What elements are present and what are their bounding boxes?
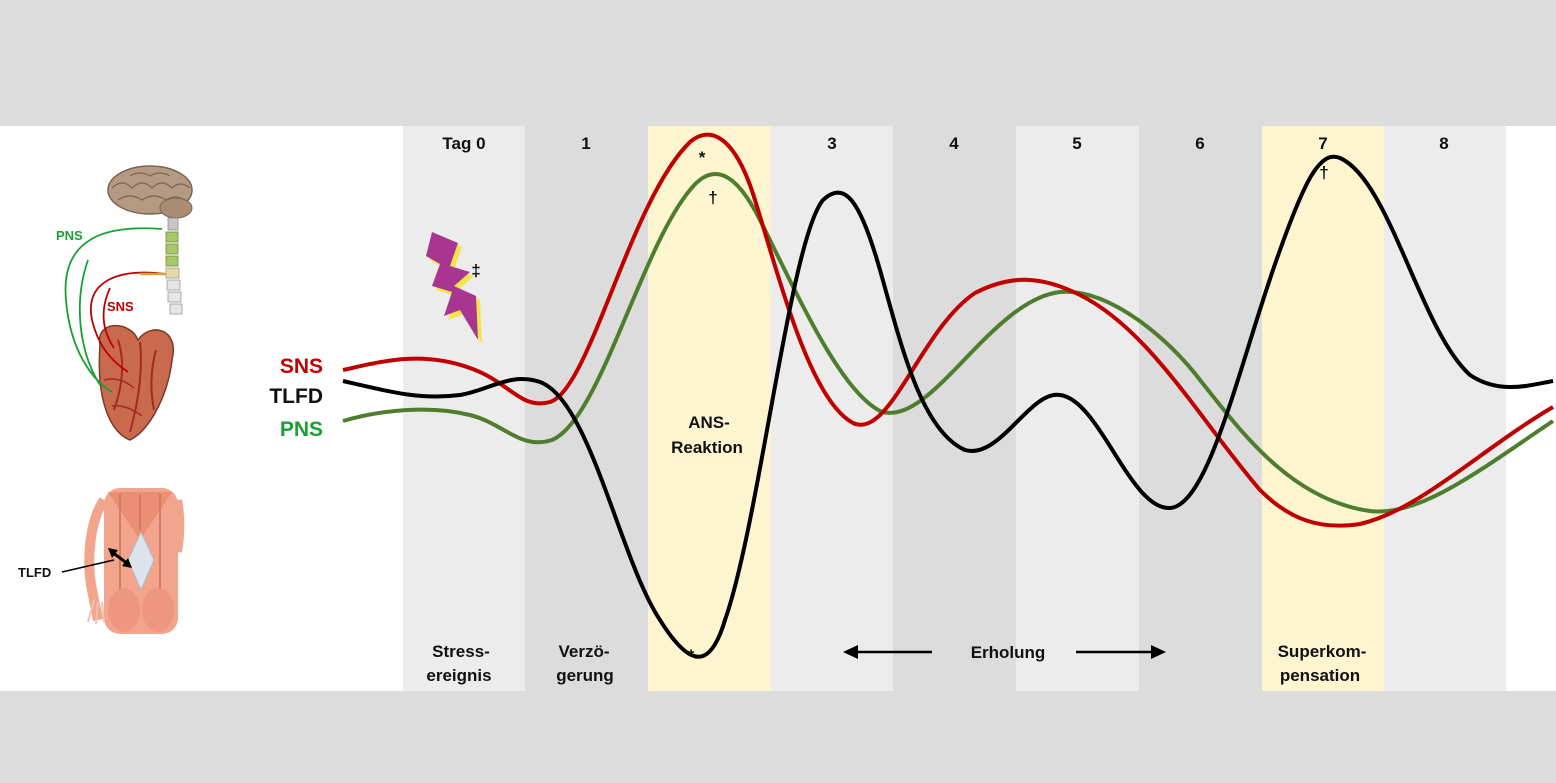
day-bands — [403, 126, 1506, 691]
pns-curve — [342, 172, 1555, 514]
band-day-8 — [1384, 126, 1506, 691]
back-muscles-illustration — [84, 488, 185, 634]
stress-event-marker: ‡ — [471, 261, 480, 280]
nerve-pathways — [64, 227, 167, 393]
recovery-arrowhead-left — [843, 645, 858, 659]
sns-peak-marker: * — [699, 148, 706, 167]
band-day-5 — [1016, 126, 1139, 691]
anatomy-tlfd-label: TLFD — [18, 565, 51, 580]
heart-illustration — [98, 324, 175, 441]
legend-pns: PNS — [280, 418, 323, 441]
phase-delay-line1: Verzö- — [558, 642, 609, 661]
band-day-4 — [893, 126, 1016, 691]
recovery-arrowhead-right — [1151, 645, 1166, 659]
pns-nerve-path — [64, 227, 163, 393]
tlfd-day7-peak-marker: † — [1319, 163, 1328, 182]
phase-supercomp-line1: Superkom- — [1278, 642, 1367, 661]
band-day-7 — [1262, 126, 1384, 691]
phase-ans-line2: Reaktion — [671, 438, 743, 457]
sns-curve — [342, 132, 1555, 528]
day-label-3: 3 — [827, 134, 836, 153]
anatomy-pns-label: PNS — [56, 228, 83, 243]
day-label-5: 5 — [1072, 134, 1081, 153]
pns-peak-marker: † — [708, 188, 717, 207]
day-label-4: 4 — [949, 134, 959, 153]
legend-sns: SNS — [280, 355, 323, 378]
brain-illustration — [107, 165, 193, 219]
phase-ans-line1: ANS- — [688, 413, 730, 432]
lightning-icon — [426, 232, 482, 344]
phase-stress-line1: Stress- — [432, 642, 490, 661]
phase-stress-line2: ereignis — [426, 666, 491, 685]
phase-delay-line2: gerung — [556, 666, 614, 685]
pns-nerve-path-2 — [78, 259, 101, 386]
day-label-0: Tag 0 — [442, 134, 485, 153]
day-label-8: 8 — [1439, 134, 1448, 153]
phase-supercomp-line2: pensation — [1280, 666, 1360, 685]
phase-recovery: Erholung — [971, 643, 1046, 662]
band-day-2 — [648, 126, 771, 691]
sns-nerve-path — [89, 271, 167, 373]
tlfd-pointer — [61, 548, 132, 573]
tlfd-curve — [342, 154, 1554, 659]
band-day-6 — [1139, 126, 1262, 691]
spine-illustration — [165, 217, 183, 315]
recovery-arrows — [843, 645, 1166, 659]
band-day-1 — [525, 126, 648, 691]
sns-nerve-path-2 — [102, 287, 115, 349]
day-label-6: 6 — [1195, 134, 1204, 153]
day-label-7: 7 — [1318, 134, 1327, 153]
legend-tlfd: TLFD — [269, 385, 323, 408]
anatomy-sns-label: SNS — [107, 299, 134, 314]
day-label-1: 1 — [581, 134, 590, 153]
tlfd-trough-marker: * — [688, 646, 695, 665]
